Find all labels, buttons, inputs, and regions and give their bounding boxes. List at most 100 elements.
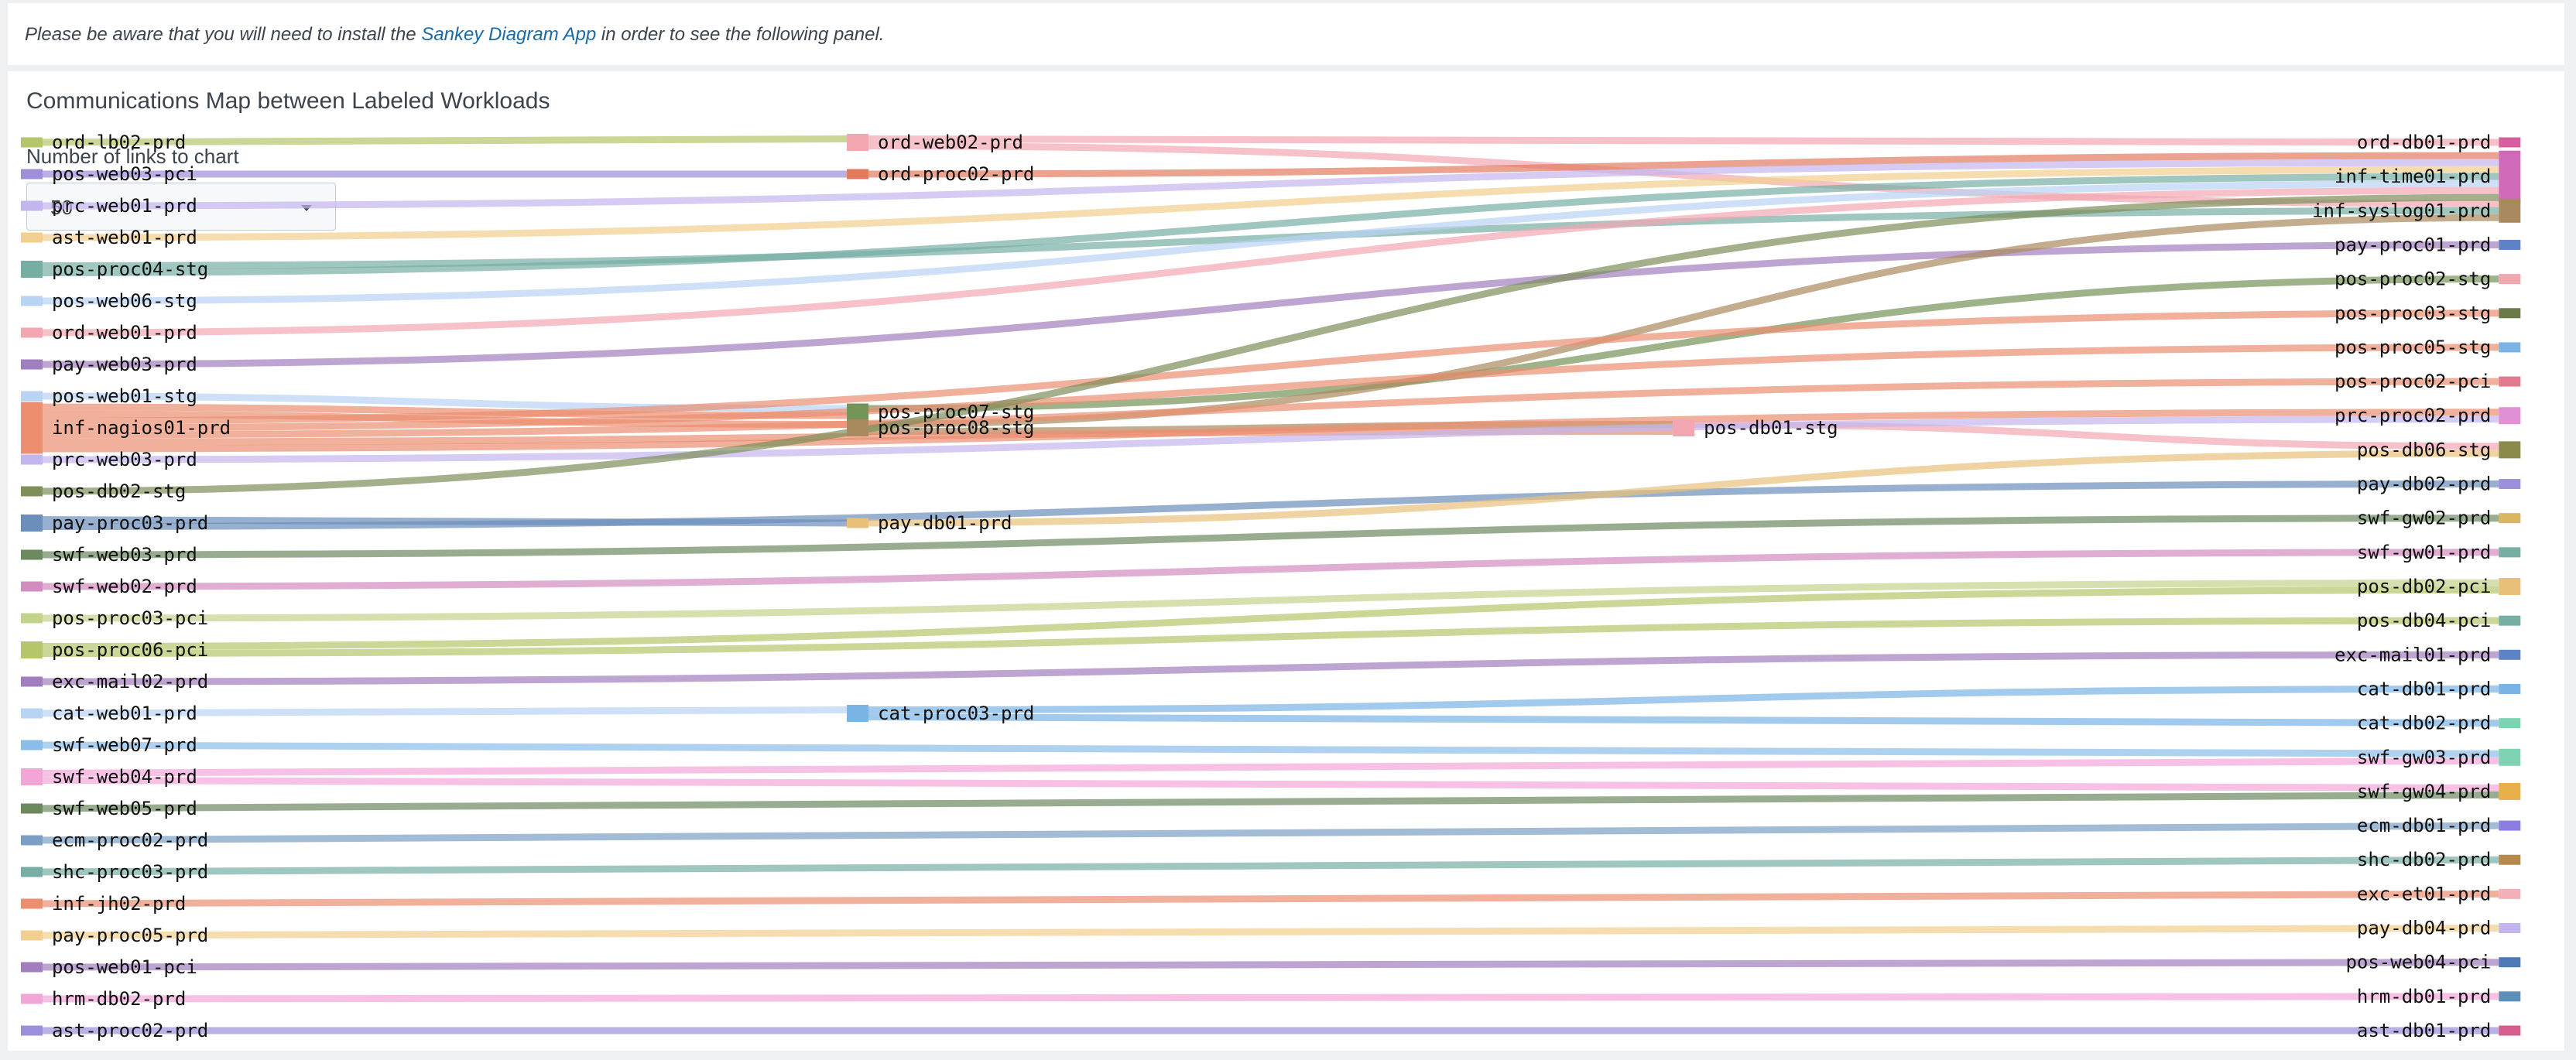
sankey-node-pos-web06-stg[interactable]: pos-web06-stg — [20, 290, 197, 312]
sankey-node-shc-db02-prd[interactable]: shc-db02-prd — [2357, 849, 2521, 870]
sankey-node-bar[interactable] — [847, 518, 869, 528]
sankey-node-bar[interactable] — [2499, 513, 2521, 524]
sankey-node-pos-proc08-stg[interactable]: pos-proc08-stg — [847, 417, 1034, 439]
sankey-node-ast-db01-prd[interactable]: ast-db01-prd — [2357, 1020, 2521, 1041]
sankey-node-bar[interactable] — [20, 803, 43, 814]
sankey-node-pos-web03-pci[interactable]: pos-web03-pci — [20, 163, 197, 185]
sankey-link-pos-proc03-pci-to-pos-db02-pci[interactable] — [31, 580, 2499, 622]
sankey-link-inf-nagios01-prd-to-pos-proc03-stg[interactable] — [31, 309, 2499, 425]
sankey-link-cat-proc03-prd-to-cat-db01-prd[interactable] — [858, 685, 2499, 713]
sankey-link-ord-proc02-prd-to-inf-time01-prd[interactable] — [858, 152, 2499, 178]
sankey-node-swf-web07-prd[interactable]: swf-web07-prd — [20, 734, 197, 756]
sankey-link-hrm-db02-prd-to-hrm-db01-prd[interactable] — [31, 993, 2499, 1003]
sankey-node-pay-proc01-prd[interactable]: pay-proc01-prd — [2334, 234, 2521, 255]
sankey-node-bar[interactable] — [20, 867, 43, 877]
sankey-link-inf-nagios01-prd-to-pos-db01-stg[interactable] — [31, 428, 1673, 446]
sankey-link-cat-proc03-prd-to-cat-db02-prd[interactable] — [858, 713, 2499, 727]
sankey-link-ord-web02-prd-to-ord-db01-prd[interactable] — [858, 135, 2499, 146]
sankey-node-ecm-db01-prd[interactable]: ecm-db01-prd — [2357, 815, 2521, 836]
sankey-node-bar[interactable] — [20, 137, 43, 148]
sankey-node-bar[interactable] — [2499, 615, 2521, 626]
sankey-node-bar[interactable] — [20, 454, 43, 465]
sankey-link-cat-web01-prd-to-cat-proc03-prd[interactable] — [31, 706, 848, 717]
sankey-node-bar[interactable] — [2499, 782, 2521, 800]
sankey-node-pay-proc03-prd[interactable]: pay-proc03-prd — [20, 512, 208, 534]
sankey-node-bar[interactable] — [2499, 923, 2521, 934]
sankey-link-pos-web01-pci-to-pos-web04-pci[interactable] — [31, 959, 2499, 971]
sankey-node-bar[interactable] — [2499, 308, 2521, 319]
sankey-node-cat-db01-prd[interactable]: cat-db01-prd — [2357, 678, 2521, 699]
sankey-node-pay-proc05-prd[interactable]: pay-proc05-prd — [20, 925, 208, 946]
sankey-node-bar[interactable] — [2499, 888, 2521, 899]
sankey-node-bar[interactable] — [20, 930, 43, 941]
sankey-link-prc-web01-prd-to-inf-time01-prd[interactable] — [31, 159, 2499, 210]
sankey-link-ast-web01-prd-to-inf-time01-prd[interactable] — [31, 166, 2499, 241]
sankey-node-bar[interactable] — [2499, 376, 2521, 387]
sankey-node-bar[interactable] — [20, 296, 43, 306]
sankey-link-swf-web04-prd-to-swf-gw03-prd[interactable] — [31, 757, 2499, 777]
sankey-node-bar[interactable] — [20, 898, 43, 909]
sankey-node-bar[interactable] — [847, 403, 869, 421]
sankey-node-pay-db02-prd[interactable]: pay-db02-prd — [2357, 474, 2521, 495]
sankey-node-bar[interactable] — [20, 359, 43, 370]
sankey-link-prc-web03-prd-to-prc-proc02-prd[interactable] — [31, 415, 2499, 463]
sankey-node-pos-db01-stg[interactable]: pos-db01-stg — [1673, 417, 1838, 439]
sankey-link-pos-proc07-stg-to-pos-proc02-stg[interactable] — [858, 275, 2499, 412]
sankey-node-swf-gw02-prd[interactable]: swf-gw02-prd — [2357, 508, 2521, 529]
sankey-node-bar[interactable] — [2499, 150, 2521, 203]
sankey-link-ord-web01-prd-to-inf-time01-prd[interactable] — [31, 186, 2499, 337]
sankey-link-pos-proc04-stg-to-inf-time01-prd[interactable] — [31, 173, 2499, 276]
sankey-node-bar[interactable] — [20, 169, 43, 180]
sankey-node-bar[interactable] — [20, 993, 43, 1004]
sankey-link-inf-nagios01-prd-to-pos-proc02-pci[interactable] — [31, 378, 2499, 439]
sankey-node-bar[interactable] — [20, 391, 43, 402]
sankey-node-bar[interactable] — [2499, 1025, 2521, 1036]
sankey-node-bar[interactable] — [20, 1025, 43, 1036]
sankey-node-pos-proc06-pci[interactable]: pos-proc06-pci — [20, 639, 208, 661]
sankey-node-bar[interactable] — [2499, 441, 2521, 459]
sankey-node-exc-mail01-prd[interactable]: exc-mail01-prd — [2334, 644, 2521, 665]
sankey-node-swf-gw01-prd[interactable]: swf-gw01-prd — [2357, 542, 2521, 563]
sankey-node-cat-proc03-prd[interactable]: cat-proc03-prd — [847, 703, 1034, 724]
sankey-node-bar[interactable] — [2499, 748, 2521, 766]
sankey-link-ord-lb02-prd-to-ord-web02-prd[interactable] — [31, 135, 848, 146]
sankey-node-cat-db02-prd[interactable]: cat-db02-prd — [2357, 713, 2521, 734]
sankey-node-ord-lb02-prd[interactable]: ord-lb02-prd — [20, 132, 186, 153]
sankey-node-hrm-db01-prd[interactable]: hrm-db01-prd — [2357, 986, 2521, 1007]
sankey-node-ecm-proc02-prd[interactable]: ecm-proc02-prd — [20, 829, 208, 851]
sankey-link-pos-proc06-pci-to-pos-db04-pci[interactable] — [31, 617, 2499, 657]
sankey-node-bar[interactable] — [20, 835, 43, 846]
sankey-node-pos-proc03-pci[interactable]: pos-proc03-pci — [20, 607, 208, 629]
sankey-node-bar[interactable] — [20, 708, 43, 719]
sankey-node-prc-web01-prd[interactable]: prc-web01-prd — [20, 195, 197, 217]
sankey-node-swf-web02-prd[interactable]: swf-web02-prd — [20, 576, 197, 597]
sankey-node-exc-et01-prd[interactable]: exc-et01-prd — [2357, 883, 2521, 904]
sankey-node-bar[interactable] — [847, 169, 869, 180]
sankey-link-inf-jh02-prd-to-exc-et01-prd[interactable] — [31, 890, 2499, 908]
sankey-node-ast-web01-prd[interactable]: ast-web01-prd — [20, 227, 197, 248]
sankey-node-bar[interactable] — [20, 232, 43, 243]
sankey-node-pos-proc07-stg[interactable]: pos-proc07-stg — [847, 402, 1034, 423]
sankey-node-pay-web03-prd[interactable]: pay-web03-prd — [20, 354, 197, 375]
sankey-node-inf-jh02-prd[interactable]: inf-jh02-prd — [20, 893, 186, 915]
sankey-node-bar[interactable] — [2499, 957, 2521, 968]
sankey-node-cat-web01-prd[interactable]: cat-web01-prd — [20, 703, 197, 724]
sankey-node-inf-syslog01-prd[interactable]: inf-syslog01-prd — [2312, 198, 2521, 223]
sankey-link-pos-proc06-pci-to-pos-db02-pci[interactable] — [31, 586, 2499, 650]
sankey-node-pos-proc02-pci[interactable]: pos-proc02-pci — [2334, 371, 2521, 392]
sankey-link-exc-mail02-prd-to-exc-mail01-prd[interactable] — [31, 651, 2499, 686]
sankey-node-bar[interactable] — [20, 515, 43, 532]
sankey-node-bar[interactable] — [20, 962, 43, 973]
sankey-node-pos-web01-pci[interactable]: pos-web01-pci — [20, 956, 197, 978]
sankey-node-bar[interactable] — [20, 261, 43, 278]
sankey-link-swf-web05-prd-to-swf-gw04-prd[interactable] — [31, 791, 2499, 812]
sankey-node-pos-web01-stg[interactable]: pos-web01-stg — [20, 385, 197, 407]
sankey-node-swf-gw03-prd[interactable]: swf-gw03-prd — [2357, 747, 2521, 768]
sankey-node-prc-web03-prd[interactable]: prc-web03-prd — [20, 449, 197, 470]
sankey-node-bar[interactable] — [2499, 820, 2521, 831]
sankey-node-swf-web03-prd[interactable]: swf-web03-prd — [20, 544, 197, 566]
sankey-node-bar[interactable] — [20, 676, 43, 687]
sankey-node-pos-proc04-stg[interactable]: pos-proc04-stg — [20, 258, 208, 280]
sankey-node-swf-gw04-prd[interactable]: swf-gw04-prd — [2357, 781, 2521, 802]
sankey-link-swf-web02-prd-to-swf-gw01-prd[interactable] — [31, 549, 2499, 590]
